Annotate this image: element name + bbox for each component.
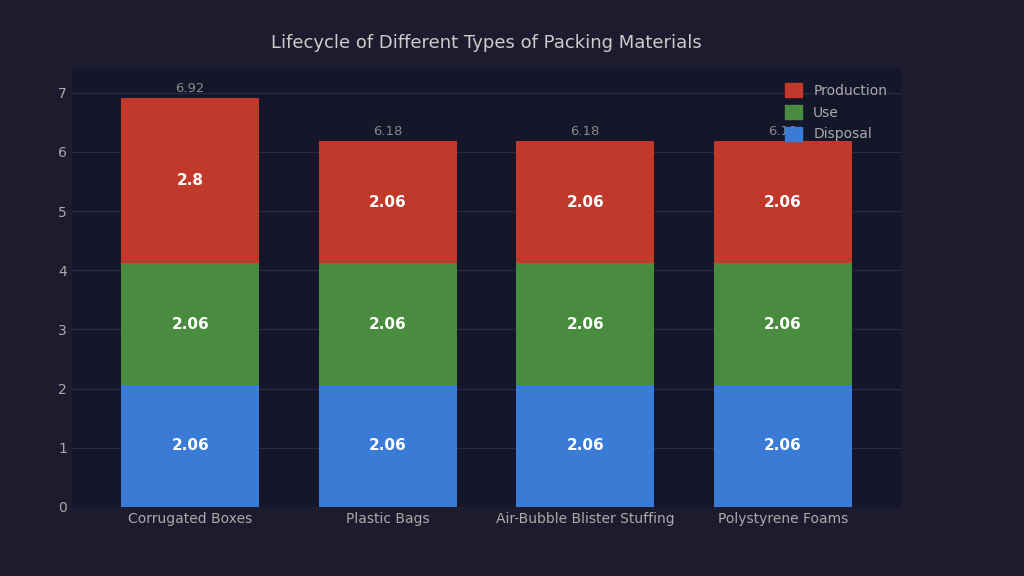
Bar <box>121 263 259 385</box>
Bar <box>121 97 259 263</box>
Text: 2.06: 2.06 <box>369 317 407 332</box>
Bar <box>516 385 654 507</box>
Bar <box>318 385 457 507</box>
Bar <box>318 263 457 385</box>
Bar <box>318 141 457 263</box>
Text: 6.92: 6.92 <box>175 82 205 94</box>
Bar <box>714 385 852 507</box>
Text: 2.06: 2.06 <box>171 438 209 453</box>
Text: 2.06: 2.06 <box>764 438 802 453</box>
Text: 6.18: 6.18 <box>570 126 600 138</box>
Text: 2.8: 2.8 <box>177 173 204 188</box>
Text: 2.06: 2.06 <box>171 317 209 332</box>
Text: 2.06: 2.06 <box>764 317 802 332</box>
Text: 6.18: 6.18 <box>768 126 798 138</box>
Text: 2.06: 2.06 <box>566 195 604 210</box>
Text: 2.06: 2.06 <box>566 438 604 453</box>
Text: 2.06: 2.06 <box>764 195 802 210</box>
Bar <box>714 263 852 385</box>
Bar <box>516 141 654 263</box>
Text: 2.06: 2.06 <box>369 195 407 210</box>
Text: 2.06: 2.06 <box>566 317 604 332</box>
Text: 6.18: 6.18 <box>373 126 402 138</box>
Bar <box>516 263 654 385</box>
Text: 2.06: 2.06 <box>369 438 407 453</box>
Title: Lifecycle of Different Types of Packing Materials: Lifecycle of Different Types of Packing … <box>271 35 701 52</box>
Bar <box>714 141 852 263</box>
Bar <box>121 385 259 507</box>
Legend: Production, Use, Disposal: Production, Use, Disposal <box>778 76 894 148</box>
